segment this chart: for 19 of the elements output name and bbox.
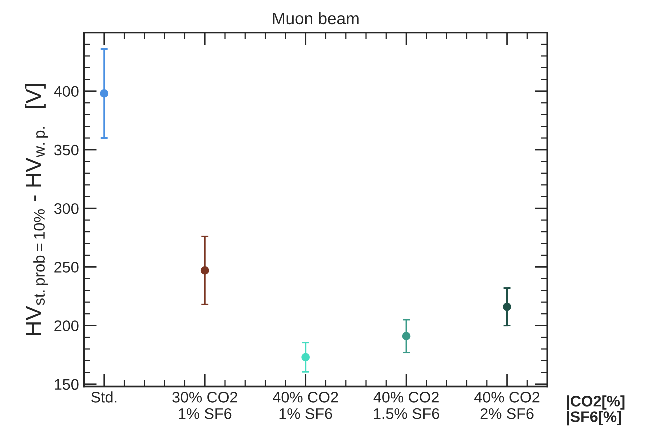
x-tick-label: 40% CO2 2% SF6 (474, 392, 540, 420)
y-tick-label: 300 (54, 203, 79, 214)
chart-title: Muon beam (273, 12, 359, 25)
x-tick-label: 40% CO2 1% SF6 (273, 392, 338, 420)
text: HV$_{st.prob=10%}$ - HV$_{w.p.}$ [V] (25, 84, 48, 336)
point (503, 302, 512, 312)
text: |CO2[%] |SF6[%] (567, 396, 625, 426)
x-tick-label: Std. (91, 392, 117, 403)
y-tick-label: 250 (54, 262, 79, 273)
point (402, 332, 411, 341)
y-tick-label: 150 (55, 379, 79, 390)
x-tick-label: 40% CO2 1.5% SF6 (374, 392, 440, 420)
y-tick-label: 400 (54, 86, 79, 98)
y-tick-label: 350 (54, 144, 79, 156)
y-tick-label: 200 (54, 320, 79, 332)
point (100, 90, 109, 98)
point (302, 353, 310, 362)
x-tick-label: 30% CO2 1% SF6 (172, 392, 238, 420)
point (200, 266, 210, 275)
